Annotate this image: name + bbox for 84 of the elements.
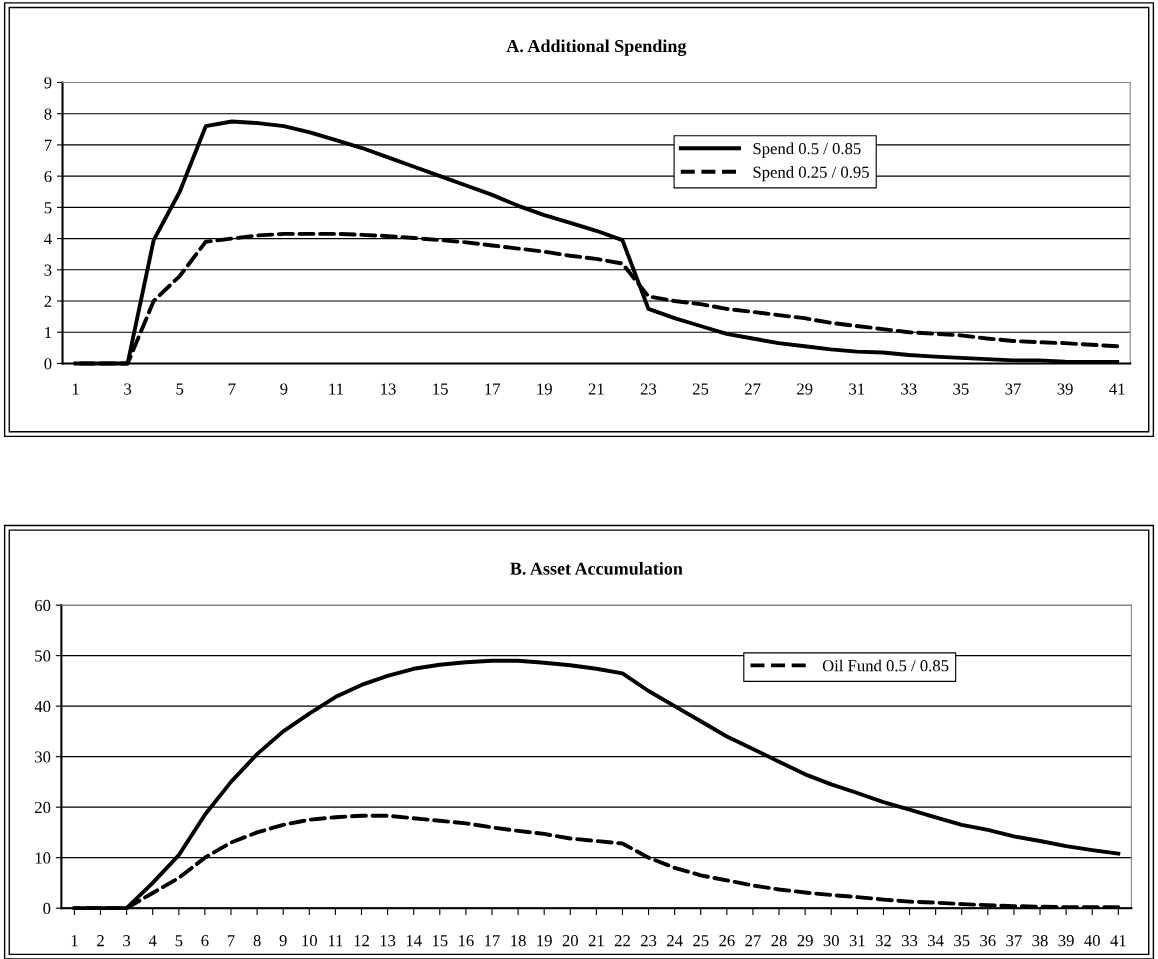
x-tick-label: 13 — [380, 935, 396, 947]
x-tick-label: 39 — [1058, 935, 1074, 947]
x-tick-label: 11 — [329, 383, 343, 395]
x-tick-label: 37 — [1005, 383, 1021, 395]
y-tick-label: 1 — [45, 327, 52, 339]
y-tick-label: 50 — [35, 650, 51, 662]
x-tick-label: 6 — [201, 935, 209, 947]
x-tick-label: 17 — [485, 935, 500, 947]
x-tick-label: 40 — [1084, 935, 1100, 947]
x-tick-label: 41 — [1109, 383, 1125, 395]
x-tick-label: 28 — [771, 935, 787, 947]
x-tick-label: 31 — [849, 383, 865, 395]
x-tick-label: 7 — [228, 383, 236, 395]
x-tick-label: 26 — [719, 935, 735, 947]
x-tick-label: 38 — [1032, 935, 1048, 947]
x-tick-label: 9 — [280, 383, 288, 395]
x-tick-label: 14 — [406, 935, 422, 947]
x-tick-label: 22 — [614, 935, 630, 947]
x-tick-label: 32 — [875, 935, 891, 947]
x-tick-label: 23 — [640, 383, 657, 395]
x-tick-label: 34 — [928, 935, 944, 947]
y-tick-label: 60 — [35, 599, 51, 612]
y-tick-label: 8 — [44, 108, 52, 120]
y-tick-label: 6 — [44, 170, 52, 183]
y-tick-label: 2 — [44, 295, 52, 307]
x-tick-label: 21 — [588, 935, 604, 947]
legend-label: Spend 0.25 / 0.95 — [753, 166, 869, 182]
y-tick-label: 40 — [34, 700, 51, 713]
y-tick-label: 4 — [44, 233, 52, 245]
x-tick-label: 1 — [72, 383, 79, 395]
y-tick-label: 20 — [35, 801, 51, 814]
y-tick-label: 3 — [44, 264, 52, 276]
x-tick-label: 5 — [175, 935, 183, 947]
x-tick-label: 7 — [227, 935, 235, 947]
x-tick-label: 5 — [176, 383, 184, 395]
y-tick-label: 30 — [35, 751, 51, 763]
x-tick-label: 12 — [354, 935, 369, 947]
x-tick-label: 3 — [124, 383, 132, 395]
x-tick-label: 36 — [980, 935, 996, 947]
x-tick-label: 21 — [588, 383, 604, 395]
x-tick-label: 11 — [328, 935, 343, 947]
x-tick-label: 37 — [1006, 935, 1022, 947]
x-tick-label: 15 — [433, 383, 448, 395]
x-tick-label: 10 — [302, 935, 317, 947]
x-tick-label: 33 — [902, 935, 918, 947]
x-tick-label: 30 — [823, 935, 839, 947]
x-tick-label: 39 — [1057, 383, 1073, 395]
x-tick-label: 25 — [692, 383, 709, 395]
x-tick-label: 2 — [97, 935, 104, 947]
x-tick-label: 33 — [901, 383, 917, 395]
y-tick-label: 5 — [44, 202, 52, 214]
x-tick-label: 9 — [279, 935, 287, 947]
x-tick-label: 31 — [849, 935, 865, 947]
x-tick-label: 20 — [562, 935, 578, 947]
y-tick-label: 0 — [44, 358, 52, 370]
y-tick-label: 9 — [44, 77, 52, 89]
x-tick-label: 29 — [797, 383, 813, 395]
y-tick-label: 10 — [35, 852, 51, 864]
x-tick-label: 25 — [693, 935, 709, 947]
x-tick-label: 35 — [953, 383, 969, 395]
x-tick-label: 15 — [432, 935, 448, 947]
legend-label: Oil Fund 0.5 / 0.85 — [822, 659, 949, 672]
x-tick-label: 3 — [123, 935, 131, 947]
x-tick-label: 27 — [745, 935, 761, 947]
x-tick-label: 1 — [71, 935, 78, 947]
x-tick-label: 19 — [537, 383, 552, 395]
x-tick-label: 23 — [640, 935, 657, 947]
x-tick-label: 13 — [381, 383, 396, 395]
y-tick-label: 0 — [43, 902, 51, 915]
chart-title: B. Asset Accumulation — [510, 562, 683, 575]
legend-label: Spend 0.5 / 0.85 — [753, 142, 861, 158]
x-tick-label: 18 — [511, 935, 526, 947]
x-tick-label: 35 — [954, 935, 970, 947]
x-tick-label: 17 — [485, 383, 501, 395]
x-tick-label: 4 — [148, 935, 157, 947]
x-tick-label: 29 — [797, 935, 813, 947]
x-tick-label: 8 — [253, 935, 261, 947]
x-tick-label: 27 — [745, 383, 761, 395]
y-tick-label: 7 — [44, 139, 52, 151]
x-tick-label: 19 — [537, 935, 552, 947]
chart-title: A. Additional Spending — [506, 39, 687, 56]
x-tick-label: 16 — [459, 935, 474, 947]
x-tick-label: 24 — [667, 935, 683, 947]
x-tick-label: 41 — [1110, 935, 1126, 947]
